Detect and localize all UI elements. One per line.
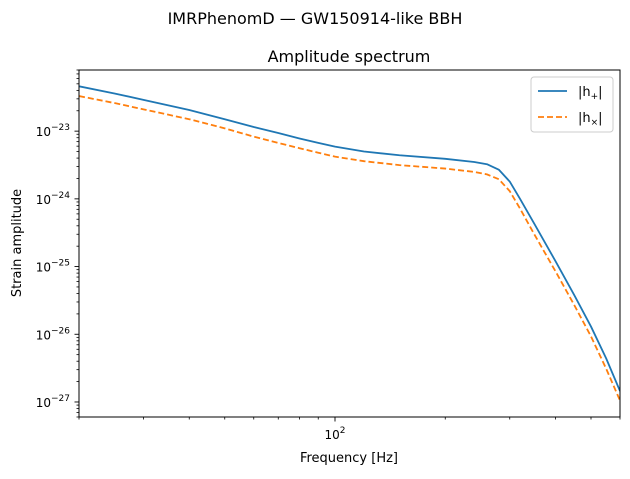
x-axis-label: Frequency [Hz] — [300, 451, 398, 466]
series-line-2 — [79, 95, 620, 401]
series-lines — [79, 85, 620, 401]
y-axis-label: Strain amplitude — [10, 189, 25, 297]
figure-suptitle: IMRPhenomD — GW150914-like BBH — [168, 9, 463, 28]
legend-label-1: |h+| — [578, 85, 603, 102]
legend-label-2: |h×| — [578, 111, 603, 128]
plot-frame — [78, 69, 621, 418]
legend: |h+| |h×| — [530, 76, 614, 133]
series-line-1 — [79, 85, 620, 392]
chart-title: Amplitude spectrum — [268, 47, 431, 66]
